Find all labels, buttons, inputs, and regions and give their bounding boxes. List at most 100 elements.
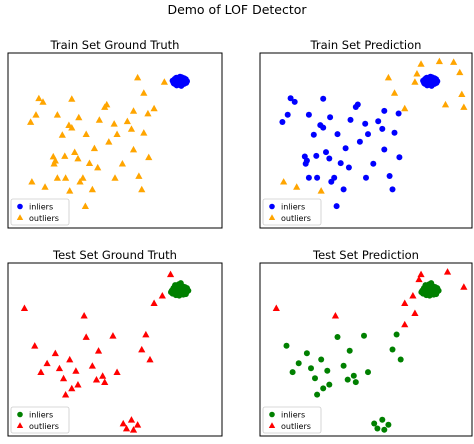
data-point: [283, 342, 290, 349]
data-point: [119, 419, 127, 427]
data-point: [122, 424, 131, 432]
data-point: [352, 379, 359, 386]
data-point: [85, 159, 94, 167]
legend-box: [10, 406, 70, 434]
data-point: [101, 378, 109, 385]
data-point: [379, 416, 386, 423]
data-point: [458, 90, 466, 98]
legend: inliers outliers: [262, 406, 322, 434]
data-point: [314, 391, 321, 398]
data-point: [32, 111, 40, 118]
legend-label-inliers: inliers: [29, 411, 53, 420]
data-point: [389, 346, 396, 353]
legend-label-inliers: inliers: [281, 411, 305, 420]
data-point: [95, 116, 103, 123]
subplot-title: Test Set Prediction: [312, 248, 419, 262]
data-point: [365, 369, 371, 376]
series-inliers: [168, 280, 192, 299]
data-point: [90, 144, 99, 152]
data-point: [138, 185, 146, 193]
data-point: [88, 362, 96, 369]
data-point: [175, 77, 181, 84]
legend-marker-inliers: [17, 203, 23, 210]
data-point: [71, 148, 79, 155]
data-point: [391, 129, 398, 136]
data-point: [409, 291, 417, 299]
data-point: [129, 426, 138, 433]
data-point: [68, 95, 76, 102]
data-point: [320, 124, 327, 131]
data-point: [460, 103, 468, 110]
data-point: [344, 376, 351, 383]
data-point: [365, 131, 371, 138]
data-point: [305, 111, 312, 118]
data-point: [356, 138, 363, 145]
data-point: [331, 312, 340, 319]
data-point: [158, 291, 166, 299]
data-point: [411, 78, 419, 85]
data-point: [62, 174, 70, 181]
legend-box: [10, 198, 70, 226]
legend: inliers outliers: [262, 198, 322, 226]
data-point: [334, 131, 341, 138]
data-point: [41, 183, 49, 190]
data-point: [20, 304, 29, 312]
data-point: [425, 77, 432, 84]
plot-frame: [259, 262, 473, 437]
data-point: [417, 60, 425, 67]
series-outliers: [280, 57, 468, 194]
data-point: [327, 114, 334, 121]
data-point: [144, 109, 152, 117]
data-point: [31, 342, 39, 349]
data-point: [279, 119, 286, 125]
data-point: [287, 95, 294, 102]
data-point: [113, 130, 121, 137]
data-point: [395, 110, 402, 117]
data-point: [333, 203, 340, 210]
series-outliers: [20, 270, 175, 433]
data-point: [401, 104, 409, 112]
data-point: [134, 73, 142, 81]
subplot-title: Train Set Prediction: [310, 38, 422, 52]
data-point: [389, 186, 396, 193]
data-point: [381, 146, 388, 153]
data-point: [443, 268, 452, 275]
data-point: [324, 367, 331, 374]
legend-label-outliers: outliers: [29, 214, 59, 223]
data-point: [345, 164, 352, 171]
data-point: [435, 57, 443, 65]
data-point: [375, 118, 382, 125]
subplot-3: Test Set Ground Truth inliers outliers: [7, 248, 223, 437]
data-point: [352, 104, 359, 110]
series-outliers: [272, 268, 468, 328]
legend-marker-outliers: [16, 214, 24, 221]
data-point: [312, 375, 318, 382]
data-point: [396, 154, 403, 161]
data-point: [291, 98, 298, 105]
data-point: [58, 131, 66, 138]
data-point: [386, 173, 393, 179]
data-point: [320, 385, 327, 392]
data-point: [51, 349, 59, 357]
data-point: [39, 98, 47, 105]
data-point: [310, 131, 317, 138]
data-point: [105, 138, 113, 145]
data-point: [76, 178, 84, 185]
data-point: [361, 332, 367, 339]
data-point: [379, 125, 386, 132]
data-point: [27, 118, 35, 125]
data-point: [145, 153, 153, 161]
subplot-title: Test Set Ground Truth: [52, 248, 177, 262]
data-point: [342, 145, 349, 152]
figure-suptitle: Demo of LOF Detector: [167, 2, 307, 17]
data-point: [55, 364, 64, 372]
data-point: [384, 73, 393, 81]
data-point: [79, 174, 87, 181]
legend-marker-inliers: [17, 411, 23, 418]
data-point: [326, 381, 333, 388]
series-inliers: [169, 73, 190, 89]
data-point: [111, 174, 119, 181]
subplot-1: Train Set Ground Truth inliers outliers: [7, 38, 223, 229]
data-point: [173, 287, 180, 294]
